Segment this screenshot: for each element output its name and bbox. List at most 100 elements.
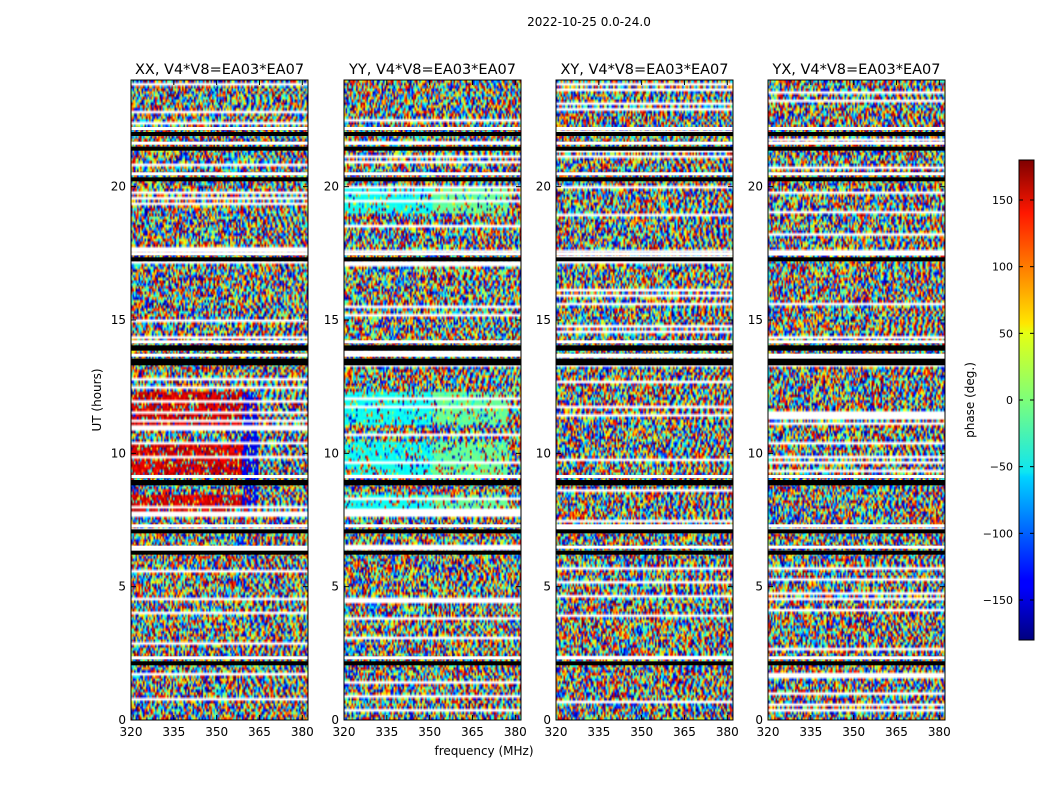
y-tick-label: 5: [755, 580, 763, 594]
flag-band-xx-9: [131, 132, 308, 136]
gap-band-xx-0: [131, 656, 308, 660]
panels-group: XX, V4*V8=EA03*EA07 320 335 350 365 380 0 5 10 15…: [111, 62, 951, 739]
flag-band-yx-1: [768, 550, 945, 555]
y-tick-label: 0: [331, 713, 339, 727]
gap-band-yy-1: [344, 545, 521, 549]
y-tick-label: 20: [536, 180, 551, 194]
y-tick-label: 20: [324, 180, 339, 194]
flag-band-yx-2: [768, 529, 945, 534]
y-tick-label: 10: [748, 446, 763, 460]
flag-band-yy-3: [344, 480, 521, 486]
colorbar-tick-label: 150: [992, 194, 1013, 207]
gap-band-xy-8: [556, 141, 733, 145]
flag-band-xy-0: [556, 661, 733, 666]
flag-band-xx-2: [131, 529, 308, 534]
panel-title-yy: YY, V4*V8=EA03*EA07: [348, 62, 516, 78]
gap-band-yy-9: [344, 127, 521, 130]
x-tick-label: 380: [716, 725, 739, 739]
y-tick-label: 5: [331, 580, 339, 594]
colorbar-tick-label: 0: [1006, 394, 1013, 407]
flag-band-xy-5: [556, 345, 733, 351]
flag-band-yy-4: [344, 358, 521, 366]
x-tick-label: 350: [842, 725, 865, 739]
gap-band-yy-3: [344, 475, 521, 478]
x-tick-label: 350: [630, 725, 653, 739]
flag-band-yy-0: [344, 661, 521, 666]
gap-band-xy-7: [556, 172, 733, 176]
gap-band-yy-5: [344, 340, 521, 344]
y-tick-label: 0: [543, 713, 551, 727]
flag-band-xy-2: [556, 529, 733, 534]
flag-band-xx-4: [131, 358, 308, 366]
panel-frame-yx: [767, 79, 946, 721]
x-tick-label: 335: [162, 725, 185, 739]
flag-band-yx-8: [768, 146, 945, 151]
flag-band-xx-5: [131, 345, 308, 351]
gap-band-xy-5: [556, 340, 733, 344]
flag-band-yx-5: [768, 345, 945, 351]
flag-band-yy-6: [344, 257, 521, 262]
gap-band-yy-0: [344, 656, 521, 660]
panel-xx: XX, V4*V8=EA03*EA07 320 335 350 365 380 0 5 10 15…: [111, 62, 314, 739]
y-tick-label: 5: [118, 580, 126, 594]
flag-band-yx-0: [768, 661, 945, 666]
gap-band-yx-5: [768, 340, 945, 344]
x-tick-label: 320: [757, 725, 780, 739]
gap-band-xy-9: [556, 127, 733, 130]
y-tick-label: 10: [111, 446, 126, 460]
x-tick-label: 335: [375, 725, 398, 739]
flag-band-yy-8: [344, 146, 521, 151]
flag-band-xy-3: [556, 480, 733, 486]
gap-band-xx-3: [131, 475, 308, 478]
colorbar-label: phase (deg.): [963, 362, 977, 438]
panel-title-xy: XY, V4*V8=EA03*EA07: [560, 62, 728, 78]
flag-band-xx-6: [131, 257, 308, 262]
gap-band-xx-8: [131, 141, 308, 145]
y-tick-label: 5: [543, 580, 551, 594]
gap-band-xx-6: [131, 252, 308, 256]
gap-band-yx-2: [768, 524, 945, 528]
x-tick-label: 365: [248, 725, 271, 739]
gap-band-xx-5: [131, 340, 308, 344]
panel-xy: XY, V4*V8=EA03*EA07 320 335 350 365 380 0 5 10 15…: [536, 62, 739, 739]
flag-band-xx-1: [131, 550, 308, 555]
y-tick-label: 15: [324, 313, 339, 327]
flag-band-xy-1: [556, 550, 733, 555]
gap-band-yx-8: [768, 141, 945, 145]
x-tick-label: 320: [333, 725, 356, 739]
x-axis-label: frequency (MHz): [434, 744, 533, 758]
flag-band-xy-9: [556, 132, 733, 136]
y-tick-label: 0: [755, 713, 763, 727]
gap-band-xy-2: [556, 524, 733, 528]
gap-band-xx-4: [131, 353, 308, 357]
gap-band-yx-0: [768, 656, 945, 660]
y-tick-label: 10: [324, 446, 339, 460]
gap-band-yx-4: [768, 353, 945, 357]
gap-band-xy-0: [556, 656, 733, 660]
flag-band-yx-9: [768, 132, 945, 136]
x-tick-label: 320: [545, 725, 568, 739]
gap-band-xx-9: [131, 127, 308, 130]
gap-band-yx-9: [768, 127, 945, 130]
gap-band-xy-1: [556, 545, 733, 549]
x-tick-label: 365: [461, 725, 484, 739]
x-tick-label: 365: [673, 725, 696, 739]
y-tick-label: 15: [536, 313, 551, 327]
x-tick-label: 380: [928, 725, 951, 739]
panel-yy: YY, V4*V8=EA03*EA07 320 335 350 365 380 0 5 10 15…: [324, 62, 527, 739]
flag-band-xy-7: [556, 177, 733, 182]
gap-band-yx-7: [768, 172, 945, 176]
gap-band-xx-7: [131, 172, 308, 176]
flag-band-xx-8: [131, 146, 308, 151]
x-tick-label: 365: [885, 725, 908, 739]
phase-heatmap-yx: [768, 80, 945, 720]
gap-band-xy-3: [556, 475, 733, 478]
flag-band-yx-7: [768, 177, 945, 182]
flag-band-yy-2: [344, 529, 521, 534]
phase-heatmap-xx: [131, 80, 308, 720]
y-tick-label: 15: [111, 313, 126, 327]
flag-band-xx-7: [131, 177, 308, 182]
flag-band-yy-5: [344, 345, 521, 351]
x-tick-label: 350: [418, 725, 441, 739]
flag-band-yy-9: [344, 132, 521, 136]
